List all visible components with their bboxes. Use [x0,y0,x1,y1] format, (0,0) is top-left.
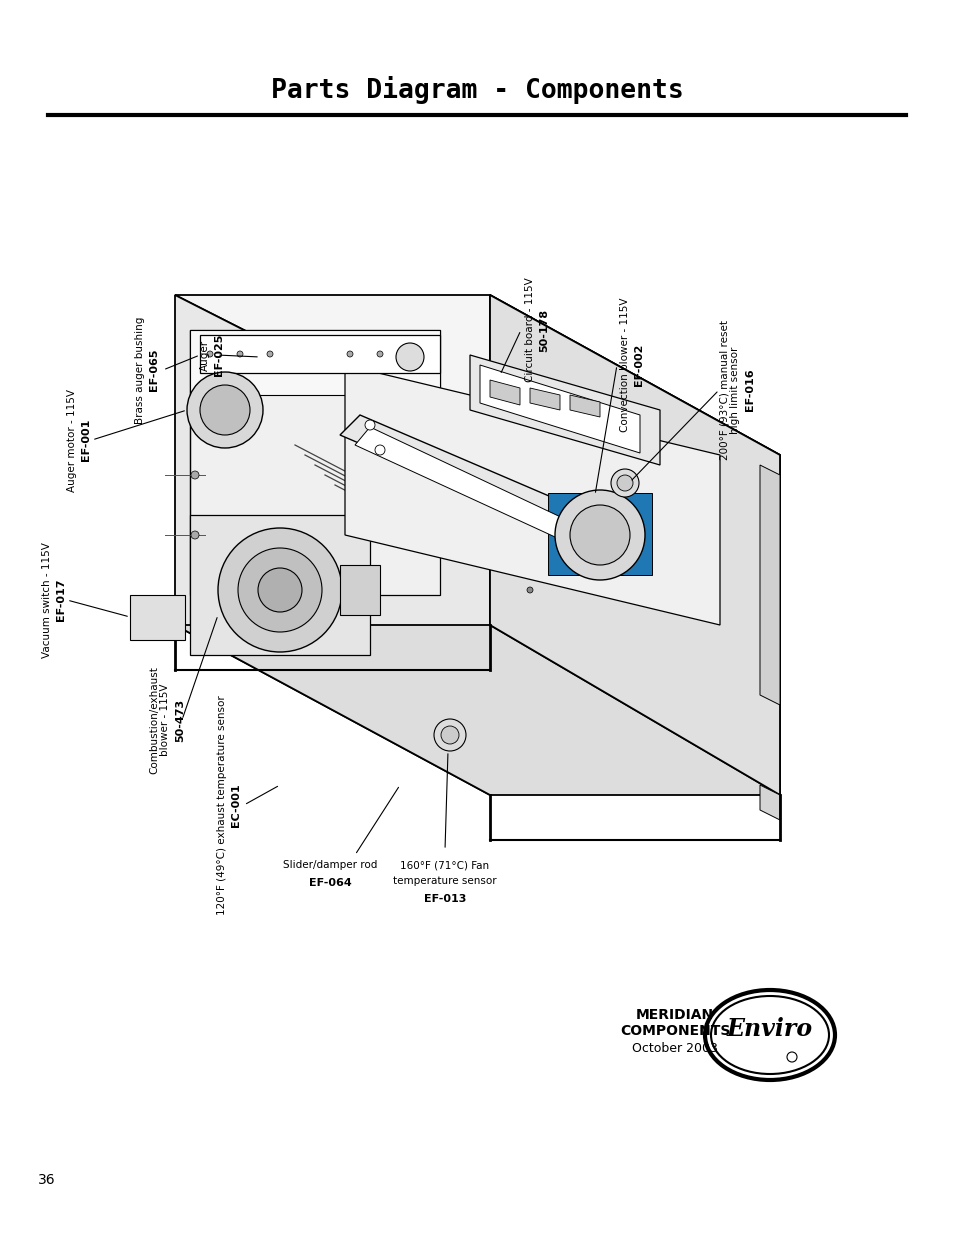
Text: Auger motor - 115V: Auger motor - 115V [67,389,77,492]
Text: COMPONENTS: COMPONENTS [619,1024,729,1037]
Polygon shape [490,380,519,405]
Text: temperature sensor: temperature sensor [393,876,497,885]
Text: 50-473: 50-473 [174,699,185,741]
Circle shape [187,372,263,448]
Text: EF-002: EF-002 [634,343,644,387]
Text: 200°F (93°C) manual reset: 200°F (93°C) manual reset [719,320,729,459]
Text: Combustion/exhaust: Combustion/exhaust [150,666,159,774]
Circle shape [347,351,353,357]
Circle shape [440,726,458,743]
Text: high limit sensor: high limit sensor [730,346,740,433]
Circle shape [601,535,612,545]
Circle shape [434,719,465,751]
Text: Auger: Auger [200,340,210,370]
Circle shape [569,505,629,564]
Circle shape [786,1052,796,1062]
Text: EF-065: EF-065 [150,348,159,391]
Text: 36: 36 [38,1173,55,1187]
Polygon shape [339,415,639,555]
Circle shape [395,343,423,370]
Polygon shape [470,354,659,466]
Ellipse shape [704,990,834,1079]
Text: 120°F (49°C) exhaust temperature sensor: 120°F (49°C) exhaust temperature sensor [216,695,227,915]
Text: Convection blower - 115V: Convection blower - 115V [619,298,629,432]
Polygon shape [569,395,599,417]
Text: MERIDIAN: MERIDIAN [636,1008,713,1023]
Polygon shape [760,785,780,820]
Polygon shape [130,595,185,640]
Text: EF-017: EF-017 [56,579,67,621]
Text: blower - 115V: blower - 115V [160,684,171,756]
Text: EF-016: EF-016 [744,369,754,411]
Circle shape [376,351,382,357]
Text: EF-064: EF-064 [309,878,351,888]
Circle shape [200,385,250,435]
Polygon shape [190,515,370,655]
Circle shape [237,548,322,632]
Circle shape [207,351,213,357]
Circle shape [191,471,199,479]
Circle shape [617,475,633,492]
Circle shape [375,445,385,454]
Circle shape [526,587,533,593]
Text: EF-025: EF-025 [214,333,224,377]
Text: Vacuum switch - 115V: Vacuum switch - 115V [42,542,52,658]
Text: Parts Diagram - Components: Parts Diagram - Components [271,77,682,104]
Text: 160°F (71°C) Fan: 160°F (71°C) Fan [400,860,489,869]
Circle shape [257,568,302,613]
Circle shape [267,351,273,357]
Circle shape [610,469,639,496]
Circle shape [365,420,375,430]
Polygon shape [479,366,639,453]
Circle shape [236,351,243,357]
Polygon shape [174,625,780,795]
Text: October 2003: October 2003 [632,1042,718,1056]
Text: EC-001: EC-001 [232,783,241,826]
Polygon shape [174,295,490,795]
Text: Circuit board - 115V: Circuit board - 115V [524,278,535,383]
Polygon shape [174,295,780,454]
Text: EF-001: EF-001 [81,419,91,461]
Polygon shape [530,388,559,410]
Text: EF-013: EF-013 [423,894,466,904]
Polygon shape [190,330,439,395]
Text: 50-178: 50-178 [539,309,549,352]
Polygon shape [547,493,651,576]
Circle shape [589,545,599,555]
Polygon shape [490,295,780,795]
Text: Enviro: Enviro [726,1016,812,1041]
Polygon shape [190,330,439,595]
Circle shape [218,529,341,652]
Polygon shape [490,295,780,795]
Polygon shape [355,427,619,559]
Circle shape [555,490,644,580]
Polygon shape [345,366,720,625]
Polygon shape [200,335,439,373]
Text: Slider/damper rod: Slider/damper rod [282,860,376,869]
Circle shape [191,531,199,538]
Circle shape [407,351,413,357]
Polygon shape [339,564,379,615]
Text: Brass auger bushing: Brass auger bushing [135,316,145,424]
Ellipse shape [710,995,828,1074]
Polygon shape [760,466,780,705]
